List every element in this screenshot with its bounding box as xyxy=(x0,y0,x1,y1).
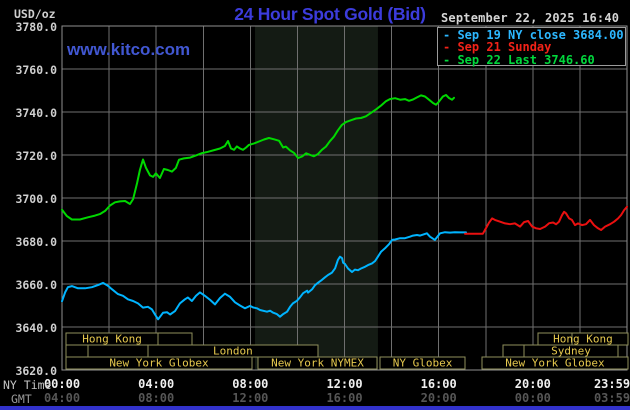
page-title: 24 Hour Spot Gold (Bid) xyxy=(234,4,426,24)
session-label: New York NYMEX xyxy=(271,357,364,370)
series-line-sep19-close xyxy=(61,231,467,321)
y-tick-label: 3720.0 xyxy=(15,149,57,163)
y-tick-label: 3700.0 xyxy=(15,192,57,206)
legend-marker: - xyxy=(443,28,451,42)
bottom-blue-strip xyxy=(0,406,630,410)
ny-time-tick-label: 20:00 xyxy=(514,377,551,391)
gmt-time-tick-label: 20:00 xyxy=(420,391,457,405)
gmt-time-tick-label: 08:00 xyxy=(138,391,175,405)
legend-entry-label: Sep 21 Sunday xyxy=(450,40,552,55)
legend-entry-label: Sep 22 Last 3746.60 xyxy=(450,52,595,67)
ny-time-tick-label: 16:00 xyxy=(420,377,457,391)
session-box xyxy=(87,344,149,358)
y-tick-label: 3760.0 xyxy=(15,63,57,77)
y-tick-label: 3660.0 xyxy=(15,278,57,292)
session-box xyxy=(379,356,466,370)
ny-time-tick-label: 00:00 xyxy=(43,377,81,391)
y-tick-label: 3620.0 xyxy=(15,364,57,378)
series-line-sep21-sunday xyxy=(464,205,628,235)
series-line-sep22-last xyxy=(61,94,455,221)
legend-entry: - Sep 19 NY close 3684.00 xyxy=(443,29,625,41)
y-tick-label: 3640.0 xyxy=(15,321,57,335)
legend: - Sep 19 NY close 3684.00- Sep 21 Sunday… xyxy=(437,27,626,66)
y-tick-label: 3780.0 xyxy=(15,20,57,34)
session-label: Hong Kong xyxy=(553,333,613,346)
session-box xyxy=(65,356,253,370)
chart-datetime: September 22, 2025 16:40 xyxy=(441,11,620,25)
session-box xyxy=(502,344,525,358)
gmt-time-tick-label: 04:00 xyxy=(43,391,81,405)
ny-time-axis-label: NY Time xyxy=(3,378,52,392)
gmt-time-tick-label: 12:00 xyxy=(232,391,269,405)
plot-border xyxy=(61,25,628,371)
gmt-axis-label: GMT xyxy=(11,392,32,406)
kitco-watermark-link[interactable]: www.kitco.com xyxy=(67,40,191,59)
legend-marker: - xyxy=(443,52,451,67)
session-box xyxy=(481,356,629,370)
gmt-time-tick-label: 00:00 xyxy=(514,391,551,405)
y-tick-label: 3740.0 xyxy=(15,106,57,120)
unit-label: USD/oz xyxy=(14,7,56,21)
session-label: London xyxy=(213,345,253,358)
gmt-time-tick-label: 16:00 xyxy=(326,391,363,405)
legend-entry: - Sep 21 Sunday xyxy=(443,41,625,53)
session-box xyxy=(65,344,89,358)
session-label: New York Globex xyxy=(505,357,605,370)
session-label: Sydney xyxy=(551,345,591,358)
legend-marker: - xyxy=(443,40,451,55)
session-label: NY Globex xyxy=(393,357,453,370)
session-label: New York Globex xyxy=(109,357,209,370)
legend-entry: - Sep 22 Last 3746.60 xyxy=(443,52,625,67)
session-box xyxy=(157,332,193,346)
y-tick-label: 3680.0 xyxy=(15,235,57,249)
gmt-time-tick-label: 03:59 xyxy=(593,391,630,405)
session-label: Hong Kong xyxy=(82,333,142,346)
ny-time-tick-label: 04:00 xyxy=(138,377,175,391)
session-box xyxy=(257,356,378,370)
ny-time-tick-label: 12:00 xyxy=(326,377,363,391)
legend-entry-label: Sep 19 NY close 3684.00 xyxy=(450,28,624,42)
ny-time-tick-label: 23:59 xyxy=(593,377,630,391)
ny-time-tick-label: 08:00 xyxy=(232,377,269,391)
